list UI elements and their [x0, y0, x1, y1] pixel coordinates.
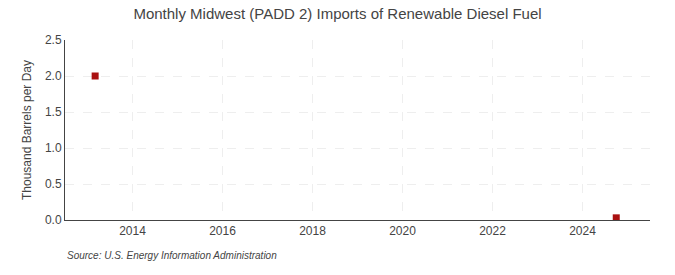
svg-text:2020: 2020: [389, 224, 416, 238]
svg-text:2022: 2022: [479, 224, 506, 238]
svg-text:1.0: 1.0: [45, 141, 62, 155]
svg-text:0.0: 0.0: [45, 213, 62, 227]
svg-text:2.0: 2.0: [45, 69, 62, 83]
svg-text:2014: 2014: [119, 224, 146, 238]
svg-text:2.5: 2.5: [45, 33, 62, 47]
svg-text:2018: 2018: [299, 224, 326, 238]
svg-text:Monthly Midwest (PADD 2) Impor: Monthly Midwest (PADD 2) Imports of Rene…: [133, 5, 541, 22]
svg-text:2024: 2024: [569, 224, 596, 238]
svg-text:Thousand Barrels per Day: Thousand Barrels per Day: [20, 60, 34, 200]
svg-text:0.5: 0.5: [45, 177, 62, 191]
svg-text:2016: 2016: [209, 224, 236, 238]
svg-text:1.5: 1.5: [45, 105, 62, 119]
svg-text:Source: U.S. Energy Informatio: Source: U.S. Energy Information Administ…: [67, 250, 277, 261]
